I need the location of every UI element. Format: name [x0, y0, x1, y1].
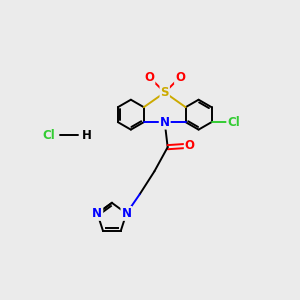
Text: N: N	[92, 207, 102, 220]
Text: Cl: Cl	[42, 129, 55, 142]
Text: O: O	[144, 71, 154, 84]
Text: O: O	[175, 71, 185, 84]
Text: S: S	[160, 86, 169, 99]
Text: H: H	[82, 129, 92, 142]
Text: N: N	[122, 207, 131, 220]
Text: O: O	[185, 139, 195, 152]
Text: Cl: Cl	[227, 116, 240, 129]
Text: N: N	[160, 116, 170, 129]
